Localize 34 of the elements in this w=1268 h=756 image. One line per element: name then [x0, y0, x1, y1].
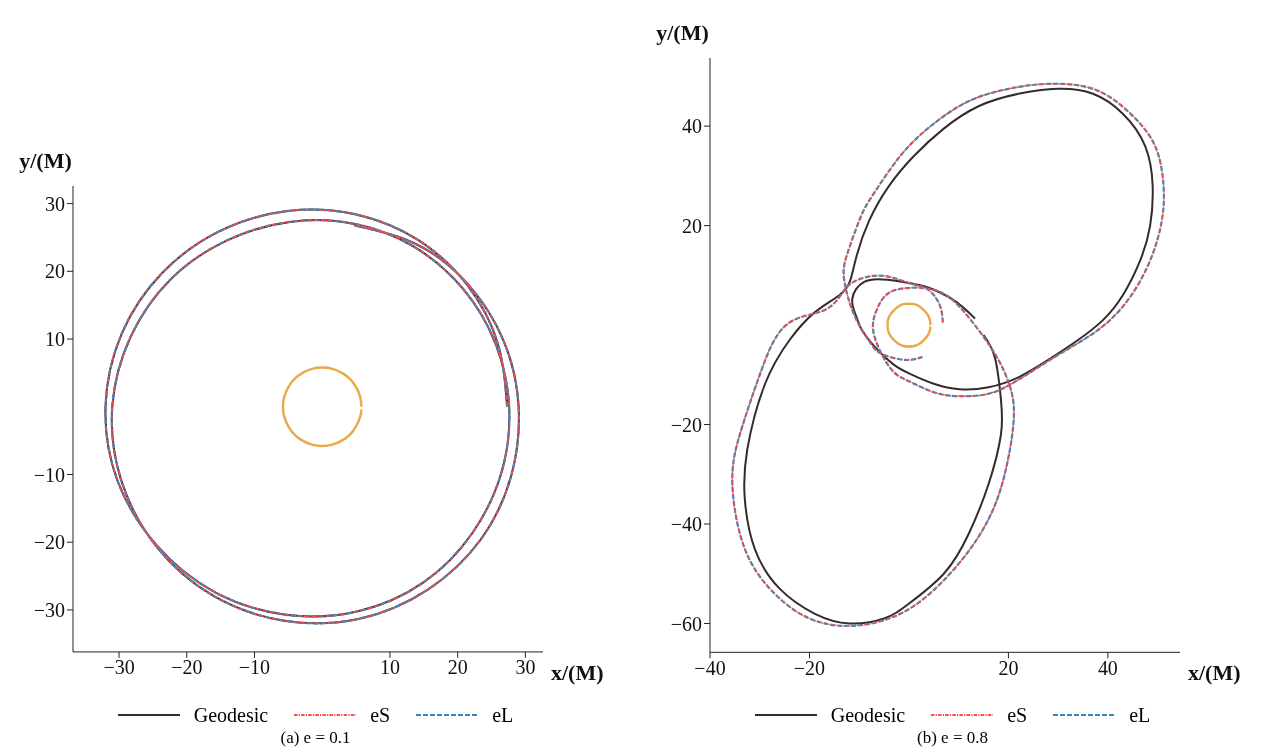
x-axis-title: x/(M): [1188, 660, 1241, 686]
x-tick-label: 20: [998, 656, 1019, 679]
y-tick-label: 30: [45, 193, 66, 216]
x-tick-label: 40: [1097, 656, 1118, 679]
x-axis-title: x/(M): [550, 660, 604, 686]
x-tick-label: −20: [793, 656, 826, 679]
line-series: [281, 366, 363, 448]
x-tick-label: 20: [447, 656, 468, 679]
y-tick-label: −20: [670, 413, 702, 436]
y-tick-label: 20: [45, 260, 66, 283]
legend-label: Geodesic: [193, 703, 269, 727]
x-tick-label: 10: [379, 656, 400, 679]
y-tick-label: −10: [33, 464, 66, 486]
y-axis-title: y/(M): [656, 20, 709, 45]
y-tick-label: 20: [682, 214, 703, 237]
x-tick-label: 30: [515, 656, 536, 679]
x-tick-label: −20: [171, 656, 203, 679]
y-tick-label: −40: [670, 513, 702, 536]
x-tick-label: −10: [238, 656, 271, 679]
y-tick-label: −30: [33, 599, 66, 622]
line-series: [886, 302, 932, 348]
y-tick-label: 10: [45, 328, 66, 351]
text: (a) e = 0.1: [279, 728, 352, 749]
x-tick-label: −30: [103, 656, 135, 679]
y-tick-label: −20: [33, 531, 66, 554]
legend-label: eS: [370, 703, 391, 727]
legend-label: eL: [492, 703, 514, 727]
y-tick-label: −60: [670, 612, 702, 635]
legend-label: eL: [1129, 703, 1151, 727]
text: (b) e = 0.8: [916, 728, 989, 749]
y-tick-label: 40: [682, 115, 703, 138]
legend-label: eS: [1007, 703, 1028, 727]
y-axis-title: y/(M): [19, 148, 72, 174]
legend-label: Geodesic: [830, 703, 906, 727]
